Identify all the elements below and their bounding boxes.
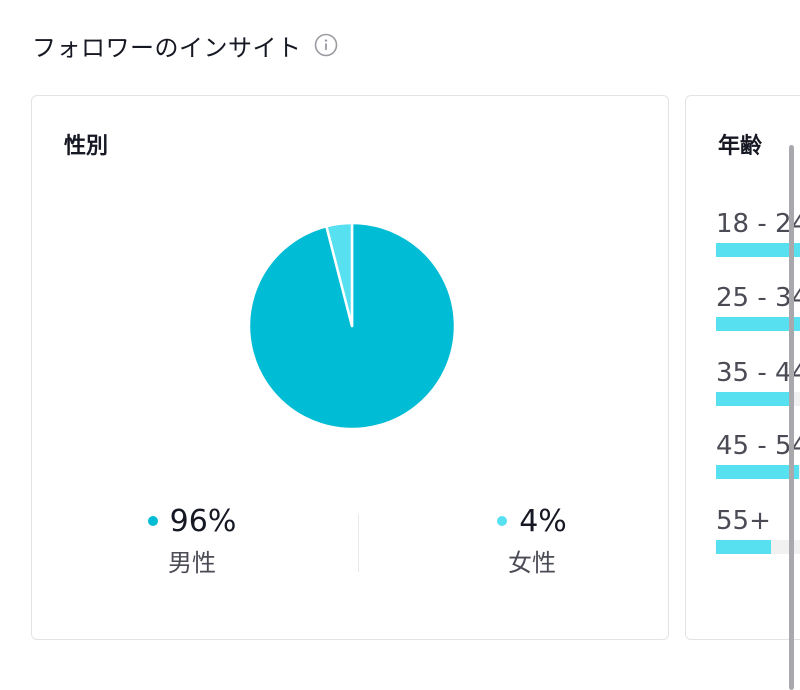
age-bar-fill: [716, 317, 800, 331]
age-bar-track: [716, 465, 800, 479]
age-bar-track: [716, 317, 800, 331]
legend-divider: [358, 514, 359, 572]
age-bar-track: [716, 540, 800, 554]
scrollbar[interactable]: [789, 145, 794, 690]
age-label: 45 - 54: [716, 431, 800, 461]
age-row-45-54: 45 - 54: [716, 431, 800, 479]
pie-slice-male: [247, 221, 457, 431]
legend-male: 96% 男性: [72, 501, 312, 578]
age-bar-fill: [716, 243, 800, 257]
age-row-55-plus: 55+: [716, 506, 800, 554]
age-card-title: 年齢: [718, 134, 763, 159]
page-header: フォロワーのインサイト: [32, 28, 338, 62]
age-bar-fill: [716, 392, 793, 406]
age-label: 35 - 44: [716, 358, 800, 388]
age-bar-track: [716, 392, 800, 406]
gender-pie-chart: [247, 221, 457, 431]
age-row-25-34: 25 - 34: [716, 283, 800, 331]
male-label: 男性: [168, 549, 216, 577]
age-label: 55+: [716, 506, 771, 536]
gender-card: 性別 96% 男性 4% 女性: [31, 95, 669, 640]
pie-slice-female: [325, 221, 354, 328]
age-bar-fill: [716, 465, 799, 479]
age-row-35-44: 35 - 44: [716, 358, 800, 406]
age-card: 年齢 18 - 24 25 - 34 35 - 44 45 - 54 55+: [685, 95, 800, 640]
page-title: フォロワーのインサイト: [32, 33, 302, 62]
info-icon[interactable]: [314, 33, 338, 57]
female-percent: 4%: [519, 503, 567, 539]
age-label: 25 - 34: [716, 283, 800, 313]
female-color-dot: [497, 516, 508, 526]
female-label: 女性: [508, 549, 556, 577]
age-row-18-24: 18 - 24: [716, 209, 800, 257]
legend-female: 4% 女性: [412, 501, 652, 578]
gender-card-title: 性別: [64, 134, 109, 159]
male-percent: 96%: [169, 503, 237, 539]
male-color-dot: [147, 516, 158, 526]
age-bar-fill: [716, 540, 771, 554]
age-bar-track: [716, 243, 800, 257]
age-label: 18 - 24: [716, 209, 800, 239]
